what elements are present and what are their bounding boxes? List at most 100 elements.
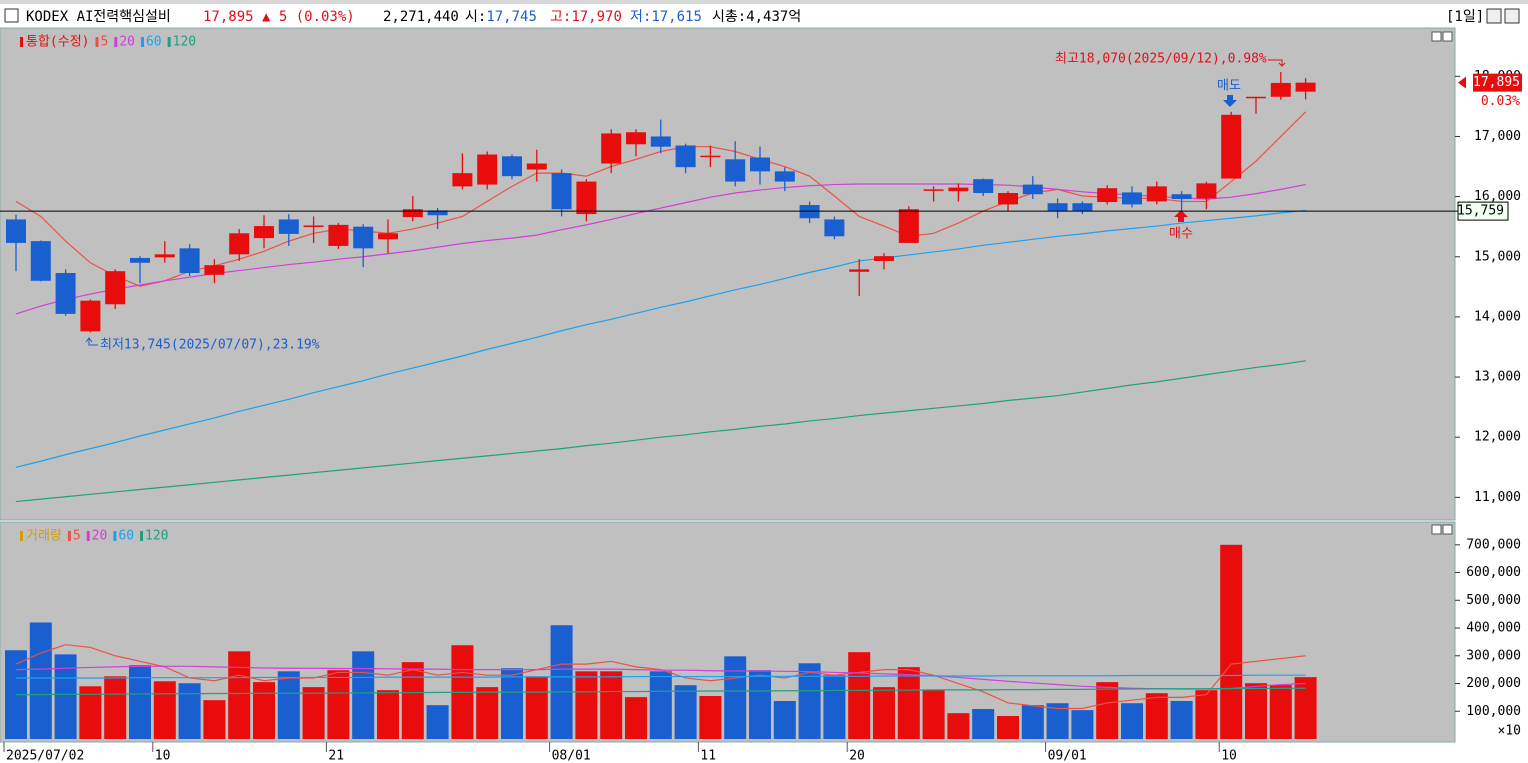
volume-bar	[302, 687, 325, 739]
sell-signal: 매도	[1217, 79, 1241, 94]
candle-body	[675, 145, 696, 168]
volume-bar	[773, 700, 796, 739]
volume-bar	[699, 696, 722, 739]
volume-bar	[997, 715, 1019, 739]
y-tick-label: 13,000	[1474, 370, 1521, 385]
candle-body	[1122, 192, 1142, 205]
y-tick-label: 700,000	[1466, 537, 1521, 552]
legend-entry: 5	[101, 35, 109, 50]
header-open: 시:17,745	[465, 9, 537, 25]
volume-bar	[575, 671, 598, 739]
period-button[interactable]: [1일]	[1446, 9, 1484, 25]
candle-body	[725, 159, 746, 182]
y-tick-label: 16,000	[1474, 189, 1521, 204]
moving-average-line	[15, 183, 1306, 315]
candle-body	[427, 210, 448, 216]
legend-swatch	[140, 37, 144, 47]
maximize-button[interactable]	[1486, 8, 1502, 24]
volume-bar	[153, 681, 176, 739]
panel-button[interactable]	[1431, 524, 1442, 535]
checkbox[interactable]	[4, 8, 19, 23]
volume-bar	[476, 687, 499, 739]
header-change: ▲ 5 (0.03%)	[262, 9, 355, 25]
price-panel	[0, 27, 1456, 521]
volume-bar	[352, 651, 375, 739]
legend-swatch	[140, 531, 144, 541]
candle-body	[254, 226, 274, 239]
low-value: 17,615	[651, 9, 702, 25]
volume-bar	[1269, 685, 1292, 739]
legend-swatch	[20, 37, 23, 47]
annotation-arrow	[85, 337, 98, 346]
candle-body	[80, 300, 101, 332]
moving-average-line	[15, 209, 1306, 468]
candle-body	[130, 257, 150, 263]
reference-box	[1457, 201, 1509, 221]
volume-bar	[649, 671, 672, 739]
y-tick-label: 600,000	[1466, 565, 1521, 580]
candle-body	[179, 248, 200, 273]
header-high: 고:17,970	[550, 9, 622, 25]
close-button[interactable]	[1504, 8, 1520, 24]
volume-bar	[401, 662, 424, 739]
volume-bar	[228, 651, 251, 739]
candle-body	[700, 155, 721, 158]
candle-body	[55, 272, 76, 314]
x-tick-label: 10	[1221, 749, 1237, 763]
candle-body	[204, 265, 225, 275]
y-tick-label: 17,000	[1474, 129, 1521, 144]
candle-body	[105, 271, 126, 305]
header-price: 17,895	[203, 9, 254, 25]
panel-button[interactable]	[1442, 524, 1453, 535]
buy-signal: 매수	[1169, 227, 1193, 242]
candle-body	[774, 171, 795, 182]
legend-title: 거래량	[26, 529, 62, 544]
panel-button[interactable]	[1431, 31, 1442, 42]
candle-body	[898, 209, 919, 243]
legend-swatch	[95, 37, 99, 47]
candle-body	[1196, 183, 1217, 199]
candle-body	[1246, 96, 1266, 99]
candle-body	[551, 173, 572, 210]
volume-bar	[749, 670, 771, 739]
legend-swatch	[113, 531, 117, 541]
candle-body	[824, 219, 845, 237]
y-tick-label: 500,000	[1466, 593, 1521, 608]
volume-bar	[823, 675, 846, 739]
candle-body	[502, 156, 522, 177]
volume-bar	[178, 683, 201, 739]
candle-body	[1047, 203, 1068, 212]
high-label: 고:	[550, 9, 571, 25]
y-tick-label: 200,000	[1466, 676, 1521, 691]
volume-bar	[550, 625, 573, 739]
volume-bar	[1170, 700, 1193, 739]
candle-body	[353, 226, 374, 249]
candle-body	[576, 181, 597, 215]
legend-entry: 20	[92, 529, 108, 544]
candle-body	[948, 187, 969, 192]
candle-body	[1295, 82, 1316, 92]
volume-bar	[1145, 693, 1168, 739]
volume-bar	[253, 682, 275, 739]
candle-body	[874, 256, 894, 261]
legend-entry: 5	[73, 529, 81, 544]
legend-swatch	[20, 531, 23, 541]
candle-body	[1171, 194, 1192, 200]
volume-bar	[947, 713, 970, 739]
x-tick-label: 11	[700, 749, 716, 763]
panel-button[interactable]	[1442, 31, 1453, 42]
volume-bar	[1046, 703, 1069, 739]
last-price-box	[1473, 73, 1522, 92]
candle-body	[452, 173, 473, 187]
candle-body	[378, 233, 398, 240]
header-low: 저:17,615	[630, 9, 702, 25]
y-tick-label: 14,000	[1474, 309, 1521, 324]
y-tick-label: 11,000	[1474, 490, 1521, 505]
candle-body	[30, 241, 51, 281]
volume-bar	[674, 685, 697, 739]
candle-body	[229, 233, 250, 255]
low-label: 저:	[630, 9, 651, 25]
last-price-pointer	[1458, 76, 1466, 89]
high-annotation: 최고18,070(2025/09/12),0.98%	[1055, 52, 1267, 67]
